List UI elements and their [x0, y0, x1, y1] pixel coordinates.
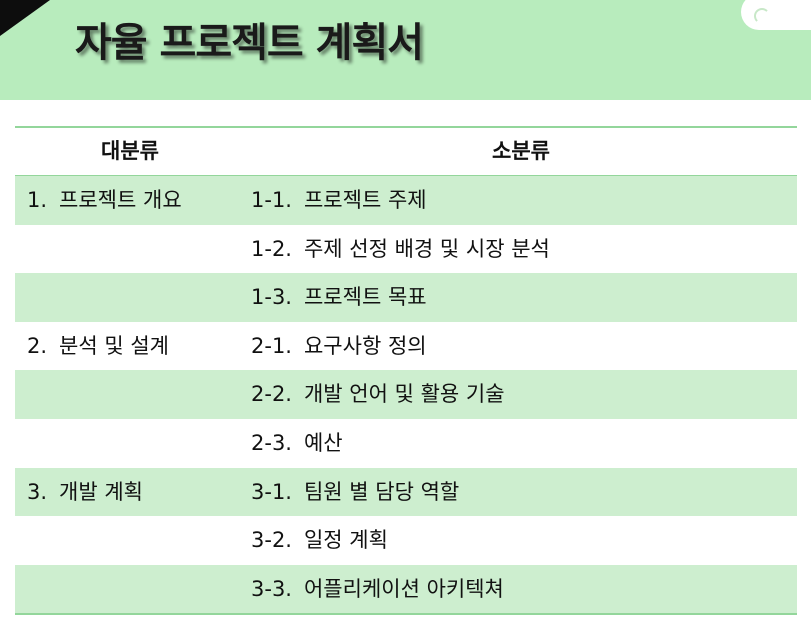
major-category-cell: [27, 419, 39, 468]
table-row: 2-2. 개발 언어 및 활용 기술: [15, 370, 797, 419]
major-category-cell: 1. 프로젝트 개요: [27, 176, 182, 225]
minor-category-label: 어플리케이션 아키텍쳐: [303, 576, 504, 601]
minor-category-number: 1-2.: [251, 236, 292, 261]
minor-category-number: 1-3.: [251, 285, 292, 310]
major-category-label: 개발 계획: [59, 479, 144, 504]
minor-category-cell: 1-1. 프로젝트 주제: [251, 176, 427, 225]
major-category-label: 프로젝트 개요: [59, 188, 182, 212]
title-banner: 자율 프로젝트 계획서: [0, 0, 811, 100]
table-body: 1. 프로젝트 개요 1-1. 프로젝트 주제 1-2. 주제 선정 배경 및 시장 분석…: [15, 176, 797, 614]
table-row: 2. 분석 및 설계 2-1. 요구사항 정의: [15, 322, 797, 371]
page-title: 자율 프로젝트 계획서: [75, 20, 424, 66]
minor-category-cell: 1-3. 프로젝트 목표: [251, 273, 427, 322]
minor-category-label: 프로젝트 주제: [303, 188, 427, 212]
minor-category-number: 2-1.: [251, 333, 292, 358]
minor-category-cell: 3-2. 일정 계획: [251, 516, 388, 565]
major-category-number: 2.: [27, 333, 48, 358]
table-row: 3-2. 일정 계획: [15, 516, 797, 565]
header-minor-category: 소분류: [492, 139, 550, 163]
minor-category-label: 프로젝트 목표: [303, 285, 427, 310]
corner-triangle-decoration: [0, 0, 50, 36]
minor-category-label: 예산: [303, 430, 343, 455]
major-category-cell: [27, 370, 39, 419]
minor-category-cell: 3-1. 팀원 별 담당 역할: [251, 468, 459, 517]
corner-rounded-decoration: [741, 0, 811, 30]
major-category-cell: 3. 개발 계획: [27, 468, 143, 517]
header-major-category: 대분류: [101, 139, 159, 163]
minor-category-number: 2-2.: [251, 382, 292, 407]
major-category-label: 분석 및 설계: [59, 333, 169, 358]
plan-table: 대분류 소분류 1. 프로젝트 개요 1-1. 프로젝트 주제 1-2. 주제 선정 배경…: [15, 126, 797, 616]
major-category-cell: [27, 565, 39, 614]
minor-category-cell: 3-3. 어플리케이션 아키텍쳐: [251, 565, 504, 614]
table-row: 2-3. 예산: [15, 419, 797, 468]
minor-category-cell: 2-2. 개발 언어 및 활용 기술: [251, 370, 505, 419]
major-category-cell: 2. 분석 및 설계: [27, 322, 169, 371]
major-category-number: 3.: [27, 479, 48, 504]
table-row: 1-3. 프로젝트 목표: [15, 273, 797, 322]
corner-arc-decoration: [754, 8, 770, 24]
major-category-number: 1.: [27, 188, 48, 212]
table-row: 1. 프로젝트 개요 1-1. 프로젝트 주제: [15, 176, 797, 225]
minor-category-label: 팀원 별 담당 역할: [303, 479, 460, 504]
minor-category-label: 개발 언어 및 활용 기술: [303, 382, 505, 407]
minor-category-label: 주제 선정 배경 및 시장 분석: [303, 236, 550, 261]
minor-category-number: 2-3.: [251, 430, 292, 455]
table-row: 3. 개발 계획 3-1. 팀원 별 담당 역할: [15, 467, 797, 517]
major-category-cell: [27, 516, 39, 565]
minor-category-number: 3-1.: [251, 479, 292, 504]
major-category-cell: [27, 225, 39, 274]
minor-category-label: 요구사항 정의: [303, 333, 427, 358]
table-row: 1-2. 주제 선정 배경 및 시장 분석: [15, 225, 797, 274]
minor-category-number: 3-3.: [251, 576, 292, 601]
minor-category-label: 일정 계획: [303, 528, 388, 553]
major-category-cell: [27, 273, 39, 322]
minor-category-cell: 1-2. 주제 선정 배경 및 시장 분석: [251, 225, 550, 274]
minor-category-cell: 2-3. 예산: [251, 419, 343, 468]
minor-category-cell: 2-1. 요구사항 정의: [251, 322, 427, 371]
table-row: 3-3. 어플리케이션 아키텍쳐: [15, 564, 797, 614]
minor-category-number: 3-2.: [251, 528, 292, 553]
minor-category-number: 1-1.: [251, 188, 292, 212]
table-header-row: 대분류 소분류: [15, 128, 797, 176]
